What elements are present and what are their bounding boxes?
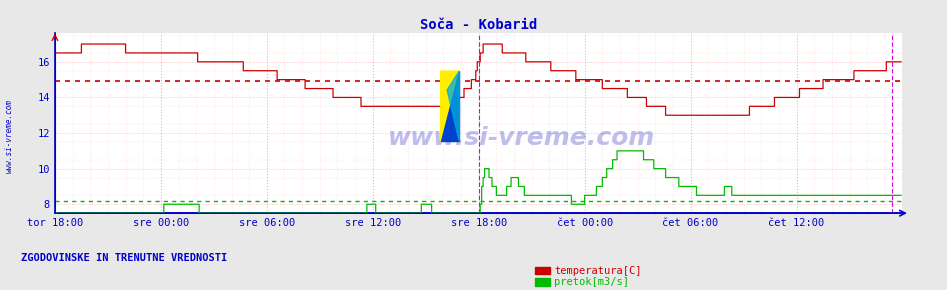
Text: pretok[m3/s]: pretok[m3/s]	[554, 277, 629, 287]
Polygon shape	[447, 71, 459, 141]
Polygon shape	[440, 71, 459, 141]
Text: ZGODOVINSKE IN TRENUTNE VREDNOSTI: ZGODOVINSKE IN TRENUTNE VREDNOSTI	[21, 253, 227, 263]
Text: temperatura[C]: temperatura[C]	[554, 266, 641, 275]
Title: Soča - Kobarid: Soča - Kobarid	[420, 18, 537, 32]
Text: www.si-vreme.com: www.si-vreme.com	[5, 99, 14, 173]
Text: www.si-vreme.com: www.si-vreme.com	[387, 126, 654, 150]
Polygon shape	[440, 71, 459, 141]
